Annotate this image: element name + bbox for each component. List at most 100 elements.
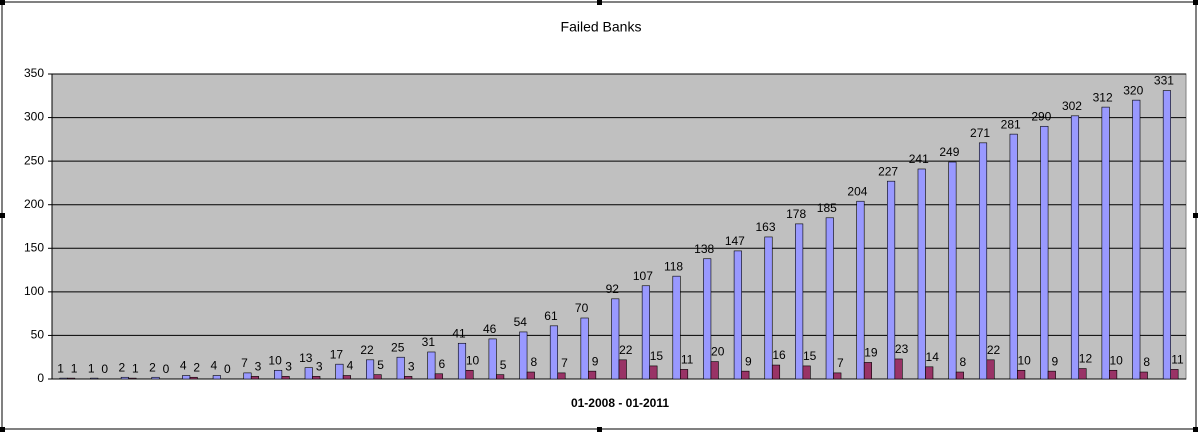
bar — [795, 223, 804, 380]
bar — [1162, 90, 1171, 380]
bar — [189, 376, 198, 380]
data-label: 7 — [837, 356, 844, 370]
data-label: 61 — [544, 309, 558, 323]
y-tick-label: 0 — [37, 371, 44, 385]
y-tick-label: 200 — [24, 197, 44, 211]
data-label: 163 — [755, 220, 775, 234]
y-tick-label: 50 — [31, 328, 45, 342]
bar — [182, 375, 191, 380]
data-label: 107 — [633, 269, 653, 283]
data-label: 10 — [1109, 353, 1123, 367]
data-label: 22 — [619, 343, 633, 357]
data-label: 2 — [149, 360, 156, 374]
data-label: 118 — [664, 259, 683, 273]
data-label: 3 — [408, 360, 415, 374]
data-label: 10 — [268, 353, 282, 367]
data-label: 281 — [1001, 117, 1021, 131]
bar — [427, 351, 436, 380]
data-label: 46 — [483, 322, 497, 336]
data-label: 241 — [909, 152, 929, 166]
handle — [0, 427, 5, 432]
data-label: 302 — [1062, 99, 1082, 113]
bar — [488, 338, 497, 380]
bar — [733, 250, 742, 380]
data-label: 320 — [1123, 83, 1143, 97]
data-label: 9 — [1051, 354, 1058, 368]
bar — [434, 373, 443, 380]
data-label: 147 — [725, 234, 745, 248]
bar — [1047, 370, 1056, 380]
y-tick-label: 350 — [24, 66, 44, 80]
data-label: 7 — [241, 356, 248, 370]
y-tick-label: 150 — [24, 240, 44, 254]
bar — [1170, 369, 1179, 380]
bar — [1070, 115, 1080, 380]
bar — [373, 374, 382, 380]
data-label: 11 — [1171, 353, 1184, 367]
bar — [703, 258, 712, 380]
data-label: 8 — [530, 355, 537, 369]
data-label: 10 — [466, 353, 480, 367]
data-label: 4 — [210, 359, 217, 373]
data-label: 3 — [316, 360, 323, 374]
bar — [281, 376, 290, 380]
data-label: 41 — [452, 326, 466, 340]
data-label: 70 — [575, 301, 589, 315]
data-label: 23 — [895, 342, 909, 356]
data-label: 12 — [1079, 352, 1093, 366]
bar — [151, 376, 160, 380]
bar — [120, 376, 129, 380]
y-tick-label: 100 — [24, 284, 44, 298]
bar — [618, 359, 627, 380]
bar — [304, 367, 313, 380]
data-label: 7 — [561, 356, 568, 370]
data-label: 31 — [422, 335, 436, 349]
bar — [312, 376, 321, 380]
data-label: 15 — [650, 349, 664, 363]
data-label: 9 — [745, 354, 752, 368]
bar — [90, 377, 99, 380]
bar — [526, 371, 535, 380]
data-label: 312 — [1093, 90, 1113, 104]
data-label: 22 — [360, 343, 374, 357]
data-label: 11 — [681, 353, 694, 367]
data-label: 1 — [88, 361, 95, 375]
handle — [597, 0, 602, 5]
bar — [1040, 125, 1049, 380]
chart-title: Failed Banks — [561, 19, 642, 35]
data-label: 22 — [987, 343, 1001, 357]
bar — [986, 359, 995, 380]
bar — [557, 372, 566, 380]
data-label: 54 — [514, 315, 528, 329]
bar — [710, 361, 719, 380]
data-label: 15 — [803, 349, 817, 363]
bar — [1139, 371, 1148, 380]
data-label: 3 — [285, 360, 292, 374]
handle — [1193, 213, 1198, 218]
data-label: 5 — [377, 358, 384, 372]
bar — [641, 285, 650, 380]
bar — [59, 377, 68, 380]
bar — [212, 375, 221, 380]
bar — [925, 366, 934, 380]
data-label: 331 — [1154, 74, 1174, 88]
data-label: 17 — [330, 347, 344, 361]
data-label: 1 — [57, 361, 64, 375]
bar — [1109, 369, 1118, 380]
bar — [588, 370, 597, 380]
data-label: 138 — [694, 242, 714, 256]
data-label: 8 — [1143, 355, 1150, 369]
data-label: 6 — [439, 357, 446, 371]
bar — [771, 364, 781, 380]
data-label: 25 — [391, 340, 405, 354]
data-label: 1 — [132, 361, 139, 375]
data-label: 2 — [193, 360, 200, 374]
data-label: 204 — [847, 184, 867, 198]
bar — [580, 317, 589, 380]
bar — [833, 372, 842, 380]
data-label: 0 — [163, 362, 170, 376]
bar — [250, 376, 260, 380]
data-label: 290 — [1031, 109, 1051, 123]
y-tick-label: 250 — [24, 153, 44, 167]
